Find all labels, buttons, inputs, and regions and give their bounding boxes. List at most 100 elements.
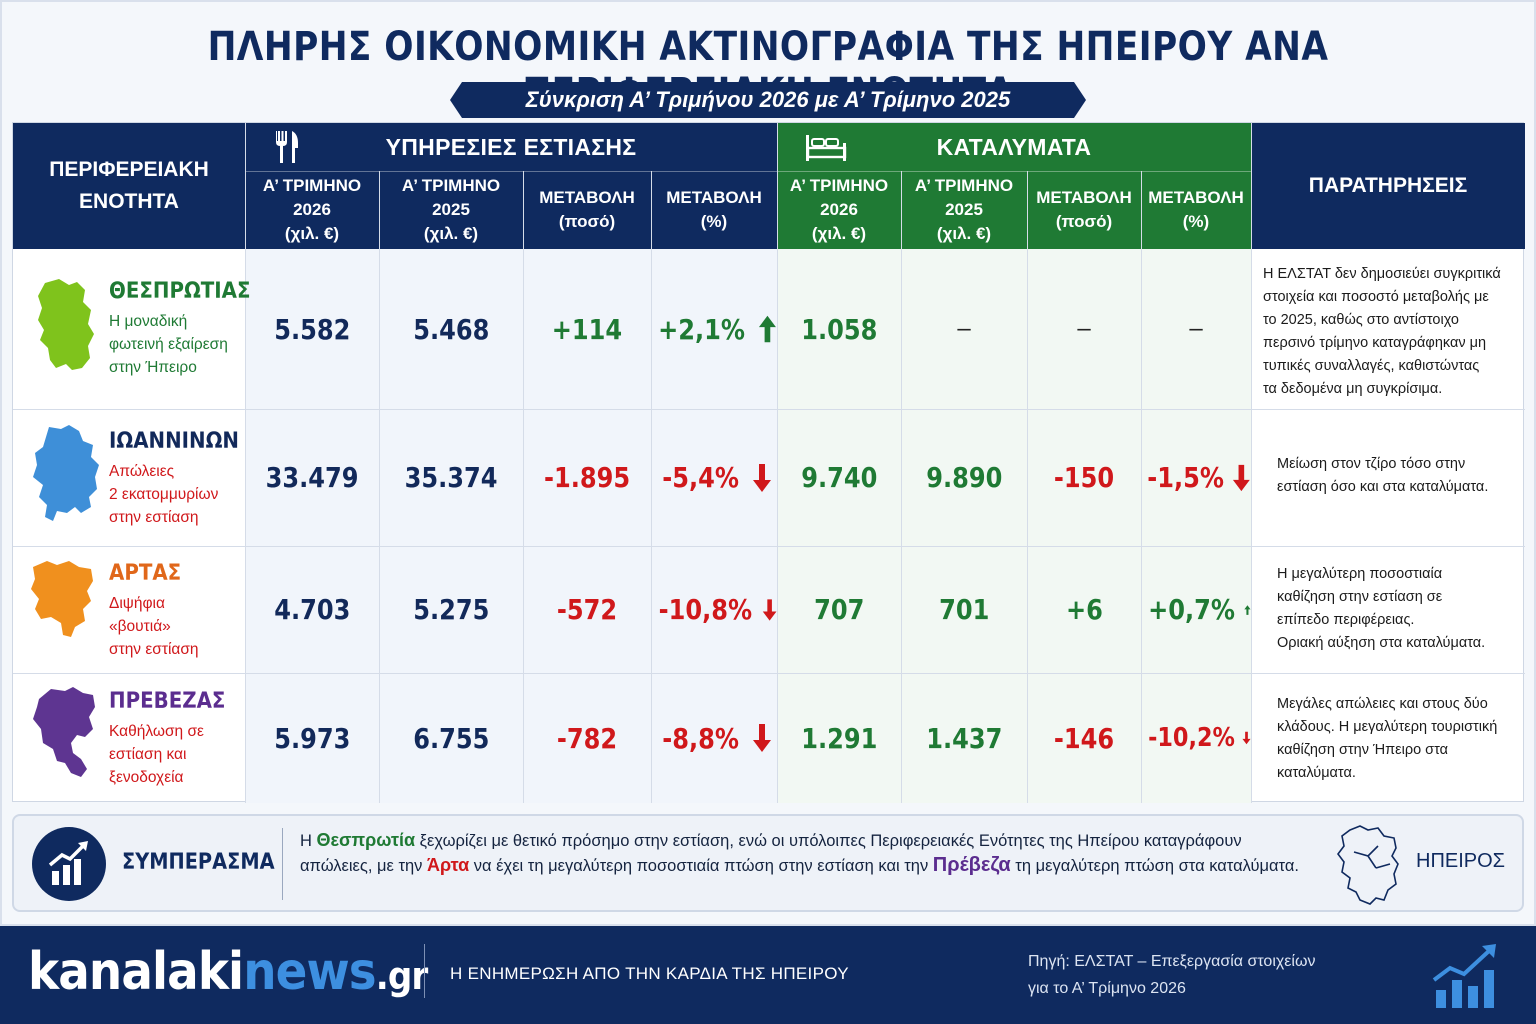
observation-line: Μεγάλες απώλειες και στους δύο: [1277, 696, 1488, 712]
preveza-map-icon: [33, 687, 95, 777]
food-q2025-value: 35.374: [379, 409, 523, 546]
food-change-amount-value: -1.895: [523, 409, 651, 546]
observation-line: περσινό τρίμηνο καταγράφηκαν μη: [1263, 335, 1487, 351]
logo-part: kanalaki: [28, 942, 244, 1002]
observation-line: καταλύματα.: [1277, 765, 1356, 781]
subheader-line: (%): [700, 212, 728, 231]
region-description: Διψήφια «βουτιά» στην εστίαση: [109, 592, 199, 661]
observation-line: Η μεγαλύτερη ποσοστιαία: [1277, 566, 1443, 582]
food-change-amount-value: +114: [523, 249, 651, 409]
row-divider: [13, 409, 1525, 410]
conclusion-segment: τη μεγαλύτερη πτώση στα καταλύματα.: [1010, 857, 1299, 875]
value-text: 6.755: [412, 721, 490, 755]
region-description-line: Η μοναδική: [109, 313, 188, 330]
observations-header: ΠΑΡΑΤΗΡΗΣΕΙΣ: [1251, 123, 1525, 249]
lodging-change-amount-value: -146: [1027, 673, 1141, 803]
value-text: 33.479: [265, 461, 359, 494]
subheader-line: ΜΕΤΑΒΟΛΗ: [539, 188, 635, 207]
value-text: 9.890: [925, 461, 1003, 494]
lodging-q2025-value: 701: [901, 546, 1027, 673]
site-logo[interactable]: kanalakinews.gr: [28, 942, 429, 1002]
value-text: -10,2%: [1148, 723, 1235, 753]
conclusion-text: Η Θεσπρωτία ξεχωρίζει με θετικό πρόσημο …: [300, 828, 1310, 878]
observation-line: καθίζηση στην εστίαση σε: [1277, 589, 1443, 605]
region-header-line: ΕΝΟΤΗΤΑ: [79, 190, 179, 213]
region-description-line: φωτεινή εξαίρεση: [109, 336, 228, 353]
subheader-line: Α’ ΤΡΙΜΗΝΟ: [914, 176, 1014, 195]
observation-line: Η ΕΛΣΤΑΤ δεν δημοσιεύει συγκριτικά: [1263, 266, 1501, 282]
arta-map-icon: [31, 561, 93, 637]
epirus-map-icon: [1337, 825, 1399, 905]
region-description-line: ξενοδοχεία: [109, 769, 184, 786]
region-description-line: στην εστίαση: [109, 509, 199, 526]
value-text: –: [1189, 315, 1203, 342]
down-arrow-icon: [752, 724, 771, 752]
lodging-change-amount-value: –: [1027, 249, 1141, 409]
lodging-q2026-value: 1.058: [777, 249, 901, 409]
observation-line: επίπεδο περιφέρειας.: [1277, 612, 1415, 628]
food-q2026-value: 33.479: [245, 409, 379, 546]
value-text: 5.973: [273, 721, 351, 755]
food-q2026-header: Α’ ΤΡΙΜΗΝΟ 2026 (χιλ. €): [245, 171, 379, 249]
tagline: Η ΕΝΗΜΕΡΩΣΗ ΑΠΟ ΤΗΝ ΚΑΡΔΙΑ ΤΗΣ ΗΠΕΙΡΟΥ: [450, 964, 849, 983]
region-description: Απώλειες 2 εκατομμυρίων στην εστίαση: [109, 460, 253, 529]
ioannina-map-icon: [33, 425, 99, 521]
region-name: ΘΕΣΠΡΩΤΙΑΣ: [109, 279, 251, 304]
food-q2025-header: Α’ ΤΡΙΜΗΝΟ 2025 (χιλ. €): [379, 171, 523, 249]
region-label-block: ΙΩΑΝΝΙΝΩΝ Απώλειες 2 εκατομμυρίων στην ε…: [109, 429, 253, 529]
column-divider: [777, 123, 778, 803]
value-text: +114: [551, 312, 623, 346]
value-text: 707: [813, 593, 865, 626]
region-description-line: στην εστίαση: [109, 641, 199, 658]
subheader-line: (ποσό): [1055, 212, 1113, 231]
logo-part: news: [243, 942, 376, 1002]
food-change-pct-value: -8,8%: [651, 673, 777, 803]
region-description-line: Απώλειες: [109, 463, 175, 480]
up-arrow-icon: [1244, 604, 1251, 615]
value-text: 9.740: [800, 461, 878, 494]
value-text: 1.437: [925, 721, 1003, 755]
source-line: για το Α’ Τρίμηνο 2026: [1028, 980, 1186, 997]
logo-part: .gr: [375, 954, 429, 998]
value-text: –: [1077, 315, 1091, 342]
subheader-line: 2026: [820, 200, 858, 219]
row-divider: [13, 546, 1525, 547]
conclusion-divider: [282, 828, 283, 900]
observation-line: Μείωση στον τζίρο τόσο στην: [1277, 456, 1466, 472]
up-arrow-icon: [759, 315, 777, 343]
observation-line: Οριακή αύξηση στα καταλύματα.: [1277, 635, 1486, 651]
source-line: Πηγή: ΕΛΣΤΑΤ – Επεξεργασία στοιχείων: [1028, 953, 1316, 970]
region-column-header: ΠΕΡΙΦΕΡΕΙΑΚΗ ΕΝΟΤΗΤΑ: [13, 123, 245, 249]
subtitle: Σύνκριση Α’ Τριμήνου 2026 με Α’ Τρίμηνο …: [462, 82, 1074, 118]
food-q2025-value: 5.275: [379, 546, 523, 673]
observation-line: το 2025, καθώς στο αντίστοιχο: [1263, 312, 1459, 328]
fork-knife-icon: [276, 131, 298, 163]
subheader-line: 2025: [432, 200, 470, 219]
header-divider: [245, 171, 1251, 172]
observation-text: Η ΕΛΣΤΑΤ δεν δημοσιεύει συγκριτικά στοιχ…: [1263, 263, 1535, 401]
lodging-change-amount-value: +6: [1027, 546, 1141, 673]
column-divider: [1141, 171, 1142, 803]
food-change-amount-value: -782: [523, 673, 651, 803]
observation-line: καθίζηση στην Ήπειρο στα: [1277, 742, 1449, 758]
food-change-amount-value: -572: [523, 546, 651, 673]
down-arrow-icon: [752, 463, 771, 492]
lodging-q2026-value: 1.291: [777, 673, 901, 803]
observation-line: τα δεδομένα μη συγκρίσιμα.: [1263, 381, 1443, 397]
growth-chart-icon: [32, 827, 106, 901]
value-text: –: [957, 315, 971, 342]
value-text: 1.291: [800, 721, 878, 755]
lodging-q2026-value: 707: [777, 546, 901, 673]
lodging-change-pct-value: –: [1141, 249, 1251, 409]
lodging-q2025-value: –: [901, 249, 1027, 409]
conclusion-segment: Η: [300, 832, 317, 850]
down-arrow-icon: [1242, 731, 1251, 745]
value-text: -1.895: [543, 461, 631, 494]
region-description-line: 2 εκατομμυρίων: [109, 486, 219, 503]
observation-text: Μεγάλες απώλειες και στους δύο κλάδους. …: [1277, 693, 1536, 785]
subheader-line: ΜΕΤΑΒΟΛΗ: [1148, 188, 1244, 207]
highlight-thesprotia: Θεσπρωτία: [316, 830, 416, 850]
region-description: Η μοναδική φωτεινή εξαίρεση στην Ήπειρο: [109, 310, 266, 379]
epirus-label: ΗΠΕΙΡΟΣ: [1416, 850, 1506, 872]
region-name: ΙΩΑΝΝΙΝΩΝ: [109, 429, 240, 454]
